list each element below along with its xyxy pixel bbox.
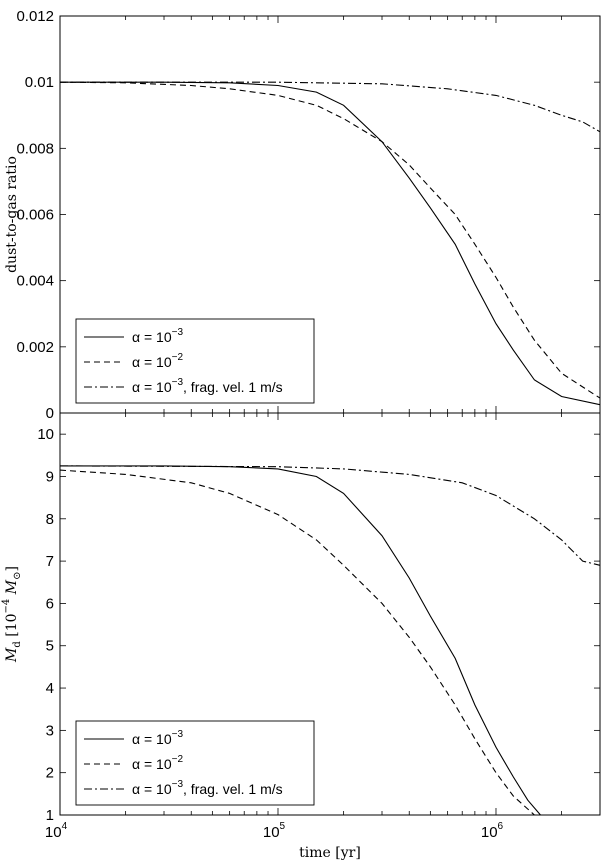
y-tick-label: 8 <box>46 511 54 528</box>
series-line-1 <box>60 81 601 406</box>
y-tick-label: 10 <box>37 426 54 443</box>
legend-label: α = 10−3 <box>132 729 183 747</box>
series-line-2 <box>59 469 535 816</box>
y-tick-label: 0.01 <box>25 74 54 91</box>
legend: α = 10−3 α = 10−2 α = 10−3, frag. vel. 1 m… <box>75 318 315 404</box>
legend-label: α = 10−2 <box>132 754 183 772</box>
legend-label: α = 10−3, frag. vel. 1 m/s <box>132 779 283 797</box>
legend-label: α = 10−2 <box>132 352 183 370</box>
legend-label: α = 10−3 <box>132 327 183 345</box>
y-tick-label: 6 <box>46 595 54 612</box>
y-tick-label: 2 <box>46 765 54 782</box>
series-line-3 <box>59 465 601 566</box>
y-tick-label: 0.008 <box>16 140 54 157</box>
disk-mass-panel: 1 2 3 4 5 6 7 8 9 10 α = 10−3 α = 10−2 α = 10−3, fra… <box>1 412 601 861</box>
series-line-3 <box>60 81 601 133</box>
y-tick-label: 0.004 <box>16 273 54 290</box>
y-tick-label: 1 <box>46 807 54 824</box>
plot-frame <box>59 412 601 816</box>
legend: α = 10−3 α = 10−2 α = 10−3, frag. vel. 1 m… <box>75 720 315 806</box>
y-tick-label: 5 <box>46 638 54 655</box>
y-tick-label: 0.006 <box>16 207 54 224</box>
y-axis-label: Md [10−4 M⊙] <box>1 566 23 663</box>
y-tick-label: 0 <box>46 405 54 422</box>
x-tick-label: 105 <box>263 821 286 841</box>
legend-box <box>75 720 315 806</box>
series-line-1 <box>60 465 541 816</box>
y-tick-label: 0.012 <box>16 8 54 25</box>
x-axis-label: time [yr] <box>299 845 361 861</box>
y-tick-label: 4 <box>46 680 54 697</box>
y-tick-label: 3 <box>46 722 54 739</box>
legend-label: α = 10−3, frag. vel. 1 m/s <box>132 377 283 395</box>
x-tick-label: 106 <box>481 821 504 841</box>
legend-box <box>75 318 315 404</box>
x-tick-label: 104 <box>45 821 68 841</box>
y-axis-label: dust-to-gas ratio <box>4 156 20 273</box>
y-tick-label: 0.002 <box>16 339 54 356</box>
y-tick-label: 7 <box>46 553 54 570</box>
y-tick-label: 9 <box>46 468 54 485</box>
